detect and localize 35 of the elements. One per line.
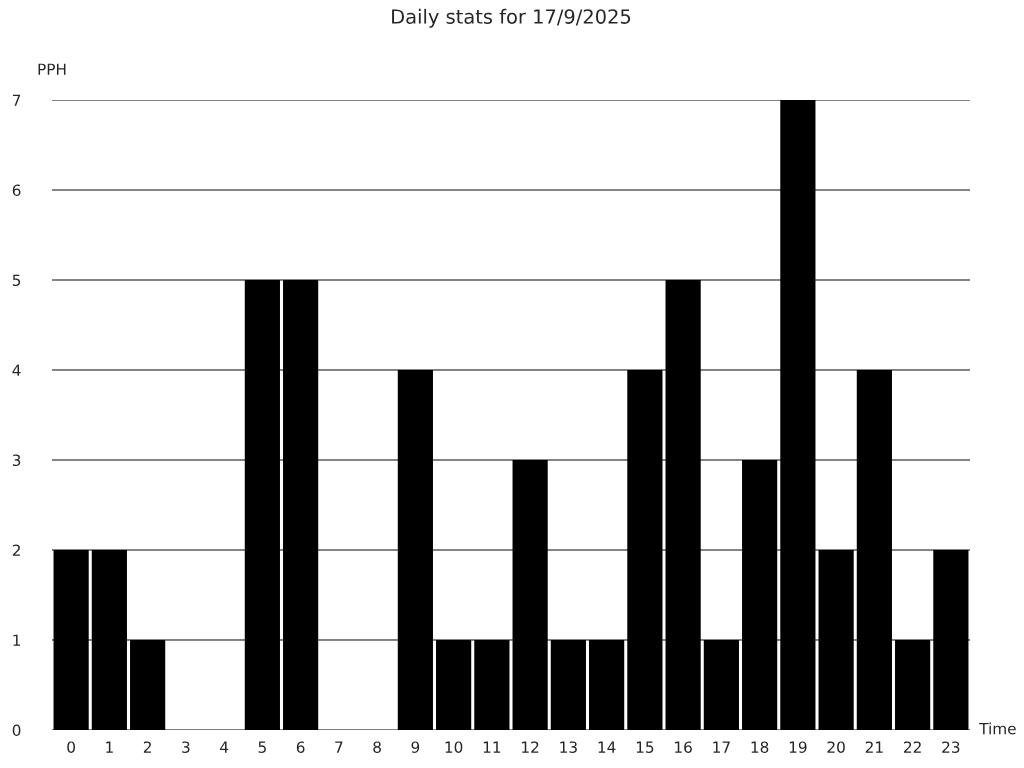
x-axis-title: Time — [979, 722, 1016, 735]
x-tick-label: 5 — [258, 741, 266, 753]
y-tick-label: 0 — [12, 724, 21, 737]
x-tick-label: 12 — [522, 741, 539, 753]
x-tick-label: 3 — [182, 741, 190, 753]
x-tick-label: 18 — [751, 741, 769, 753]
x-tick-label: 22 — [904, 741, 921, 753]
x-tick-label: 19 — [789, 741, 807, 753]
y-tick-label: 5 — [12, 274, 21, 287]
x-tick-label: 17 — [713, 741, 730, 753]
x-tick-label: 9 — [411, 741, 420, 753]
x-tick-label: 8 — [373, 741, 381, 753]
y-tick-label: 6 — [12, 184, 21, 197]
x-tick-label: 10 — [445, 741, 463, 753]
x-tick-label: 15 — [636, 741, 654, 753]
y-tick-label: 3 — [12, 454, 21, 467]
x-tick-label: 0 — [67, 741, 75, 753]
y-tick-label: 4 — [12, 364, 21, 376]
x-tick-label: 23 — [942, 741, 960, 753]
x-tick-label: 13 — [560, 741, 577, 753]
x-tick-label: 7 — [335, 741, 343, 753]
x-tick-label: 21 — [865, 741, 883, 753]
x-tick-label: 14 — [598, 741, 616, 753]
x-tick-label: 11 — [483, 741, 501, 753]
x-tick-label: 1 — [106, 741, 113, 753]
x-tick-label: 4 — [220, 741, 229, 753]
y-tick-label: 7 — [12, 94, 21, 106]
y-tick-label: 2 — [12, 544, 20, 556]
x-tick-label: 6 — [296, 741, 305, 753]
x-tick-label: 2 — [143, 741, 151, 753]
chart-title: Daily stats for 17/9/2025 — [392, 8, 631, 28]
y-axis-title: PPH — [38, 63, 66, 75]
x-tick-label: 20 — [827, 741, 845, 753]
y-tick-label: 1 — [13, 634, 21, 646]
x-tick-label: 16 — [675, 741, 692, 753]
